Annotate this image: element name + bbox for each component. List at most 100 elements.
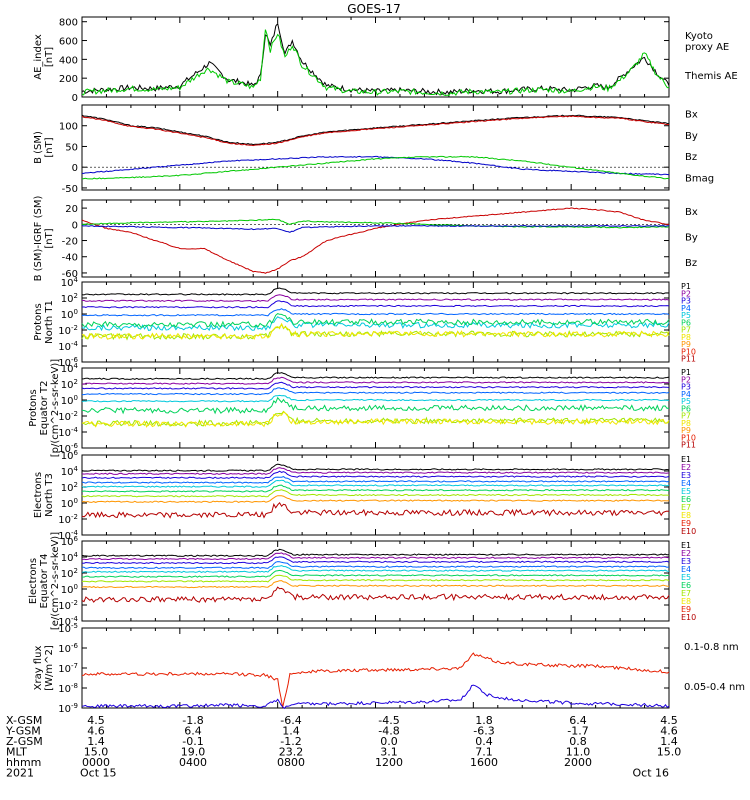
x-axis-value: 1.4 <box>660 735 678 748</box>
legend-entry: E4 <box>681 565 691 574</box>
x-axis-value: 0800 <box>277 756 305 769</box>
legend-entry: P7 <box>681 326 691 335</box>
y-axis-label: North T3 <box>44 473 55 517</box>
y-axis-label: B (SM)-IGRF (SM) <box>33 196 44 282</box>
y-tick-label: 104 <box>61 362 79 375</box>
y-tick-label: 0 <box>72 93 78 104</box>
legend-entry: P8 <box>681 333 691 342</box>
x-axis-table: X-GSMY-GSMZ-GSMMLThhmm20214.54.61.415.00… <box>5 714 681 780</box>
legend-entry: By <box>685 233 698 244</box>
series-line-e4 <box>81 476 670 484</box>
y-tick-label: -50 <box>62 184 78 195</box>
x-axis-value: 19.0 <box>181 746 206 759</box>
series-line-e6 <box>81 569 670 578</box>
y-tick-label: 0 <box>72 220 78 231</box>
series-line-p6 <box>81 396 670 415</box>
legend-entry: E10 <box>681 613 696 622</box>
x-axis-value: -4.5 <box>378 714 399 727</box>
legend-entry: E4 <box>681 479 691 488</box>
y-tick-label: 102 <box>61 378 78 391</box>
legend-entry: E10 <box>681 527 696 536</box>
legend-entry: P1 <box>681 368 691 377</box>
series-line-p3 <box>81 381 670 390</box>
panel-4: 104 102 100 10-2 10-4 10-6 Protons North T1 P1P2… <box>33 276 696 369</box>
series-line-e3 <box>81 556 670 565</box>
y-tick-label: 100 <box>61 308 78 321</box>
legend-entry: P8 <box>681 419 691 428</box>
x-axis-value: 4.6 <box>87 725 105 738</box>
y-tick-label: 10-2 <box>58 599 78 612</box>
panel-frame <box>81 104 670 191</box>
series-line-p5 <box>81 394 670 403</box>
y-axis-label: [nT] <box>44 47 55 67</box>
legend-entry: E5 <box>681 487 691 496</box>
x-axis-value: -1.7 <box>567 725 588 738</box>
x-axis-value: 7.1 <box>475 746 493 759</box>
y-tick-label: 100 <box>59 122 78 133</box>
y-tick-label: 104 <box>61 276 79 289</box>
y-tick-label: 10-4 <box>58 426 78 439</box>
y-tick-label: -20 <box>62 237 78 248</box>
legend-entry: P11 <box>681 441 696 450</box>
panel-5: 104 102 100 10-2 10-4 10-6 Protons Equator T2 [p… <box>28 359 696 458</box>
y-tick-label: 106 <box>61 535 79 548</box>
series-line-p2 <box>81 376 670 385</box>
legend-entry: E6 <box>681 581 691 590</box>
y-axis-label: [nT] <box>44 228 55 248</box>
legend-entry: E9 <box>681 605 691 614</box>
legend-entry: E8 <box>681 511 691 520</box>
y-axis-label: B (SM) <box>33 131 44 164</box>
y-tick-label: 100 <box>61 583 78 596</box>
x-axis-value: 1.4 <box>87 735 105 748</box>
legend-entry: E1 <box>681 455 691 464</box>
y-tick-label: 10-8 <box>58 682 78 695</box>
y-axis-label: Protons <box>28 389 39 426</box>
series-line-kyoto-proxy-ae <box>81 29 669 97</box>
y-tick-label: 10-9 <box>58 702 78 715</box>
x-axis-value: 1600 <box>470 756 498 769</box>
x-axis-value: 1.8 <box>475 714 493 727</box>
y-axis-label: [p/(cm^2-s-sr-keV)] <box>50 359 61 458</box>
x-axis-value: -1.8 <box>182 714 203 727</box>
x-axis-value: 2000 <box>564 756 592 769</box>
x-axis-value: Oct 16 <box>632 767 669 780</box>
legend-entry: By <box>685 131 698 142</box>
legend-entry: Bmag <box>685 173 714 184</box>
series-line-p3 <box>81 300 670 309</box>
legend-entry: Bx <box>685 110 698 121</box>
x-axis-value: -0.1 <box>182 735 203 748</box>
series-line-themis-ae <box>81 22 670 96</box>
y-tick-label: 10-6 <box>58 356 78 369</box>
y-tick-label: 0 <box>72 163 78 174</box>
legend-entry: P5 <box>681 397 691 406</box>
series-line-bz <box>81 207 670 274</box>
series-line-0-1-0-8-nm <box>81 652 670 708</box>
legend-entry: P5 <box>681 311 691 320</box>
x-axis-value: 15.0 <box>657 746 682 759</box>
legend-entry: P6 <box>681 318 691 327</box>
legend-entry: P6 <box>681 404 691 413</box>
x-axis-value: 1200 <box>375 756 403 769</box>
x-axis-row-label: Z-GSM <box>6 735 43 748</box>
series-line-p5 <box>81 316 670 332</box>
legend-entry: P4 <box>681 390 691 399</box>
y-tick-label: 10-4 <box>58 529 78 542</box>
legend-entry: proxy AE <box>685 42 729 53</box>
y-tick-label: 10-4 <box>58 615 78 628</box>
y-tick-label: 10-6 <box>58 442 78 455</box>
series-line-p4 <box>82 387 670 396</box>
legend-entry: P2 <box>681 375 691 384</box>
y-tick-label: 200 <box>59 74 78 85</box>
legend-entry: 0.1-0.8 nm <box>684 642 739 653</box>
series-line-e5 <box>81 565 670 573</box>
legend-entry: E3 <box>681 557 691 566</box>
series-line-e1 <box>81 463 670 472</box>
plot-title: GOES-17 <box>347 2 401 16</box>
x-axis-value: -1.2 <box>280 735 301 748</box>
y-tick-label: 106 <box>61 449 79 462</box>
legend-entry: P9 <box>681 340 691 349</box>
series-line-e5 <box>81 479 670 488</box>
